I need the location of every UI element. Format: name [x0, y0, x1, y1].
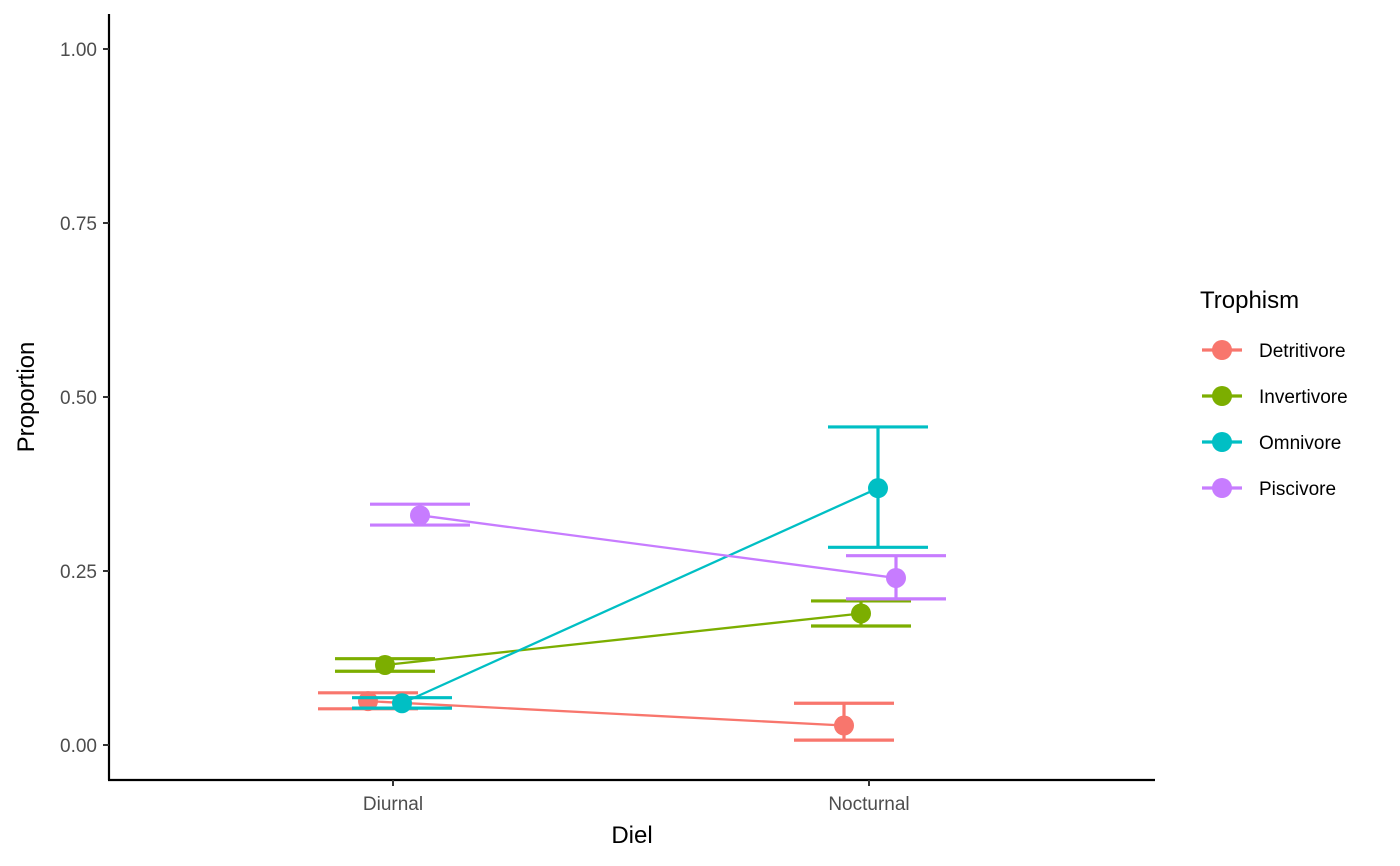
x-axis-title: Diel — [611, 822, 652, 849]
plot-area — [318, 425, 946, 742]
x-tick-label: Nocturnal — [828, 794, 909, 815]
legend-label: Detritivore — [1259, 341, 1346, 362]
y-tick-label: 0.25 — [60, 562, 97, 583]
legend-label: Piscivore — [1259, 479, 1336, 500]
series-line — [419, 514, 897, 580]
y-tick-label: 0.00 — [60, 736, 97, 757]
legend-key-point — [1212, 386, 1232, 406]
y-tick-label: 0.75 — [60, 214, 97, 235]
x-tick-label: Diurnal — [363, 794, 423, 815]
legend-item: Detritivore — [1202, 340, 1346, 362]
data-point — [868, 478, 888, 499]
data-point — [851, 603, 871, 624]
legend-item: Omnivore — [1202, 432, 1341, 454]
legend-item: Invertivore — [1202, 386, 1348, 408]
series-line — [384, 612, 862, 667]
series-invertivore — [335, 599, 911, 675]
y-axis-title: Proportion — [13, 342, 40, 453]
data-point — [834, 715, 854, 736]
series-line — [401, 487, 879, 705]
legend-key-point — [1212, 432, 1232, 452]
ticks: 0.00 0.25 0.50 0.75 1.00 Diurnal Nocturnal — [60, 40, 910, 815]
data-point — [375, 654, 395, 675]
legend-label: Omnivore — [1259, 433, 1341, 454]
series-piscivore — [370, 502, 946, 601]
legend-key-point — [1212, 478, 1232, 498]
series-omnivore — [352, 425, 928, 714]
axes — [107, 14, 1155, 782]
series-line — [367, 700, 845, 727]
legend-item: Piscivore — [1202, 478, 1336, 500]
legend-key-point — [1212, 340, 1232, 360]
y-tick-label: 1.00 — [60, 40, 97, 61]
data-point — [886, 567, 906, 588]
y-tick-label: 0.50 — [60, 388, 97, 409]
legend-label: Invertivore — [1259, 387, 1348, 408]
legend-title: Trophism — [1200, 287, 1299, 314]
data-point — [410, 505, 430, 526]
data-point — [392, 693, 412, 714]
legend: Trophism Detritivore Invertivore Omnivore P… — [1200, 287, 1348, 500]
